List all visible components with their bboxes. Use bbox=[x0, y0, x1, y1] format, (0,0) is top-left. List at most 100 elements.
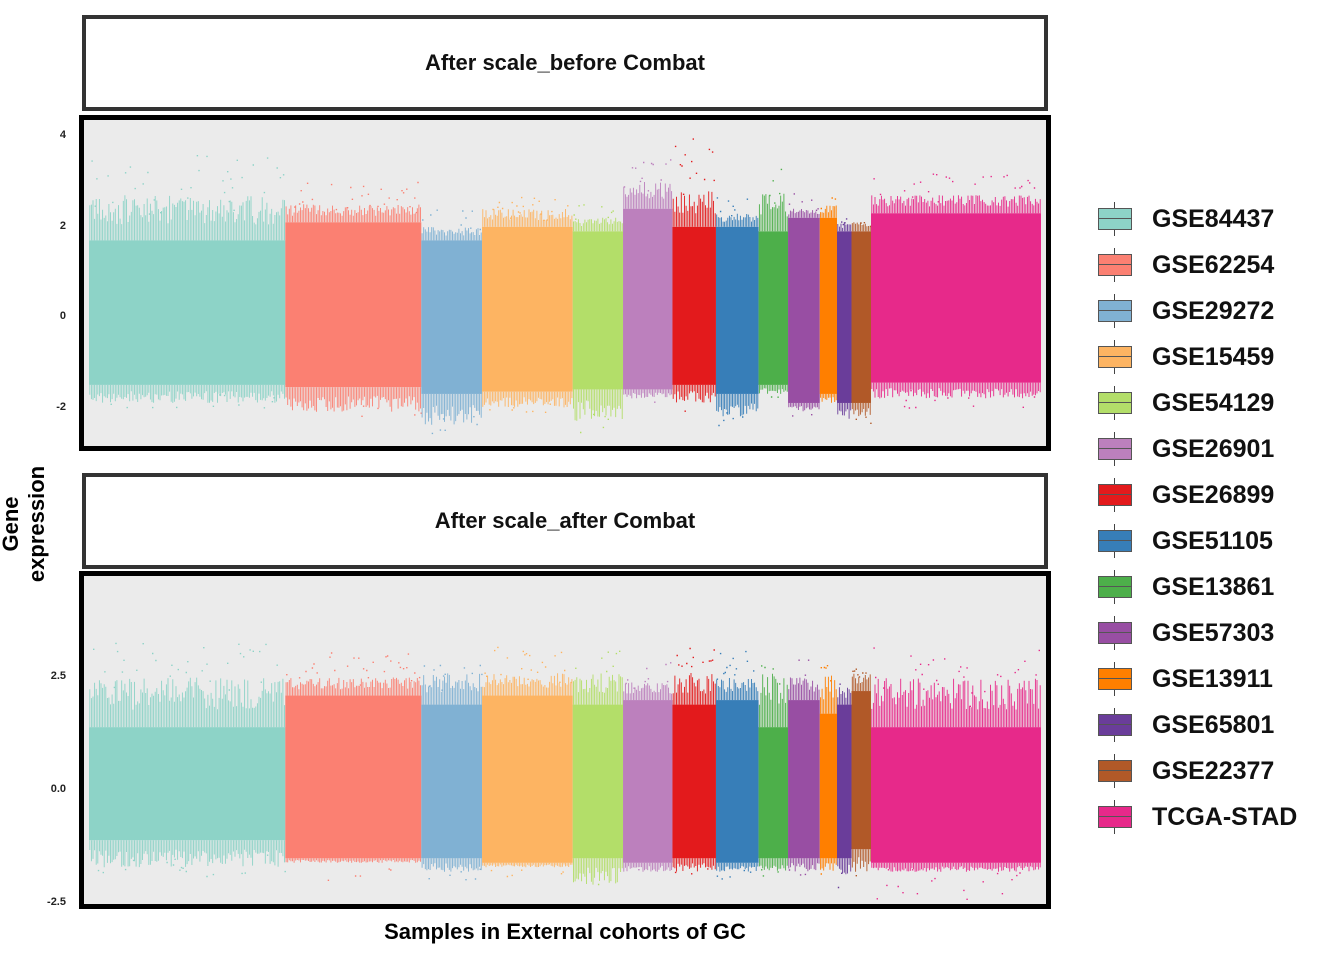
whiskers-GSE26901 bbox=[623, 682, 673, 872]
facet-strip-bottom: After scale_after Combat bbox=[82, 473, 1048, 569]
whiskers-GSE54129 bbox=[573, 217, 623, 421]
box-GSE13911 bbox=[819, 217, 837, 394]
box-GSE26899 bbox=[672, 704, 716, 859]
cohort-group-GSE13861 bbox=[758, 168, 789, 398]
whiskers-GSE15459 bbox=[482, 673, 573, 868]
legend-item: GSE57303 bbox=[1098, 610, 1297, 656]
whiskers-GSE26899 bbox=[672, 191, 716, 403]
x-axis-label: Samples in External cohorts of GC bbox=[384, 919, 746, 944]
cohort-group-GSE54129 bbox=[572, 204, 624, 434]
legend-item: TCGA-STAD bbox=[1098, 794, 1297, 840]
legend-label: GSE54129 bbox=[1152, 388, 1275, 417]
cohort-group-GSE26901 bbox=[623, 662, 673, 872]
legend-key bbox=[1098, 754, 1132, 788]
legend-item: GSE13911 bbox=[1098, 656, 1297, 702]
box-GSE51105 bbox=[715, 700, 759, 863]
legend-label: TCGA-STAD bbox=[1152, 802, 1298, 831]
cohort-group-GSE51105 bbox=[715, 197, 759, 427]
cohort-group-GSE15459 bbox=[482, 646, 573, 878]
legend-item: GSE29272 bbox=[1098, 288, 1297, 334]
box-GSE22377 bbox=[851, 231, 871, 403]
legend-key bbox=[1098, 616, 1132, 650]
box-GSE22377 bbox=[851, 691, 871, 850]
legend-key bbox=[1098, 294, 1132, 328]
whiskers-TCGA-STAD bbox=[871, 678, 1041, 872]
cohort-group-GSE65801 bbox=[837, 218, 852, 419]
y-tick-label: -2.5 bbox=[47, 896, 66, 908]
outliers-GSE13911 bbox=[820, 197, 837, 210]
box-GSE54129 bbox=[572, 704, 624, 859]
cohort-group-GSE57303 bbox=[788, 193, 820, 417]
box-GSE13861 bbox=[758, 727, 789, 859]
legend-label: GSE57303 bbox=[1152, 618, 1275, 647]
box-GSE26901 bbox=[623, 208, 673, 390]
outliers-GSE65801 bbox=[841, 218, 848, 226]
whiskers-GSE51105 bbox=[716, 678, 759, 872]
legend-item: GSE13861 bbox=[1098, 564, 1297, 610]
box-GSE15459 bbox=[482, 695, 573, 863]
cohort-group-GSE57303 bbox=[788, 659, 820, 876]
legend-key bbox=[1098, 662, 1132, 696]
legend-item: GSE22377 bbox=[1098, 748, 1297, 794]
box-GSE84437 bbox=[89, 240, 286, 385]
legend-item: GSE26899 bbox=[1098, 472, 1297, 518]
box-TCGA-STAD bbox=[871, 727, 1041, 863]
whiskers-GSE54129 bbox=[573, 673, 623, 885]
facet-title-top: After scale_before Combat bbox=[425, 50, 705, 75]
legend-label: GSE84437 bbox=[1152, 204, 1275, 233]
y-tick-label: 0 bbox=[59, 310, 66, 322]
legend-item: GSE62254 bbox=[1098, 242, 1297, 288]
legend-key bbox=[1098, 386, 1132, 420]
plot-panel-top bbox=[79, 115, 1051, 451]
y-tick-label: 2.5 bbox=[50, 670, 66, 682]
box-GSE62254 bbox=[285, 222, 422, 388]
box-GSE26899 bbox=[672, 226, 716, 385]
legend-label: GSE13861 bbox=[1152, 572, 1275, 601]
legend: GSE84437 GSE62254 GSE29272 GSE15459 GSE54129… bbox=[1098, 196, 1297, 840]
cohort-group-GSE13911 bbox=[819, 197, 837, 403]
cohort-group-GSE29272 bbox=[421, 209, 483, 435]
cohort-group-GSE54129 bbox=[572, 650, 624, 886]
legend-label: GSE13911 bbox=[1152, 664, 1273, 693]
cohort-group-GSE26899 bbox=[672, 647, 716, 875]
whiskers-GSE26901 bbox=[623, 182, 673, 399]
cohort-group-TCGA-STAD bbox=[871, 647, 1041, 900]
whiskers-GSE13861 bbox=[758, 193, 788, 394]
box-GSE65801 bbox=[837, 231, 852, 403]
whiskers-GSE62254 bbox=[285, 677, 421, 863]
legend-label: GSE22377 bbox=[1152, 756, 1275, 785]
legend-label: GSE62254 bbox=[1152, 250, 1275, 279]
whiskers-GSE13911 bbox=[820, 675, 837, 871]
cohort-group-GSE15459 bbox=[482, 196, 573, 413]
box-GSE29272 bbox=[421, 704, 483, 859]
plot-panel-bottom bbox=[79, 571, 1051, 909]
box-GSE13861 bbox=[758, 231, 789, 385]
legend-label: GSE65801 bbox=[1152, 710, 1275, 739]
box-GSE57303 bbox=[788, 700, 820, 859]
whiskers-GSE84437 bbox=[89, 677, 285, 868]
cohort-group-GSE62254 bbox=[285, 181, 422, 417]
y-tick-label: -2 bbox=[56, 401, 66, 413]
whiskers-GSE57303 bbox=[788, 208, 820, 412]
legend-item: GSE15459 bbox=[1098, 334, 1297, 380]
legend-item: GSE51105 bbox=[1098, 518, 1297, 564]
whiskers-GSE15459 bbox=[482, 209, 573, 408]
legend-key bbox=[1098, 800, 1132, 834]
whiskers-GSE29272 bbox=[421, 227, 482, 425]
box-GSE62254 bbox=[285, 695, 422, 859]
whiskers-GSE84437 bbox=[89, 195, 285, 403]
legend-key bbox=[1098, 524, 1132, 558]
whiskers-GSE65801 bbox=[837, 687, 852, 875]
whiskers-GSE57303 bbox=[788, 677, 820, 872]
legend-key bbox=[1098, 478, 1132, 512]
cohort-group-GSE22377 bbox=[851, 222, 872, 424]
cohort-group-GSE26899 bbox=[672, 138, 716, 412]
cohort-group-GSE84437 bbox=[89, 642, 286, 878]
whiskers-GSE29272 bbox=[421, 673, 482, 872]
facet-strip-top: After scale_before Combat bbox=[82, 15, 1048, 111]
whiskers-GSE65801 bbox=[837, 222, 852, 419]
cohort-group-GSE84437 bbox=[89, 155, 286, 409]
whiskers-GSE22377 bbox=[851, 673, 871, 872]
box-GSE26901 bbox=[623, 700, 673, 863]
whiskers-GSE22377 bbox=[851, 222, 871, 417]
